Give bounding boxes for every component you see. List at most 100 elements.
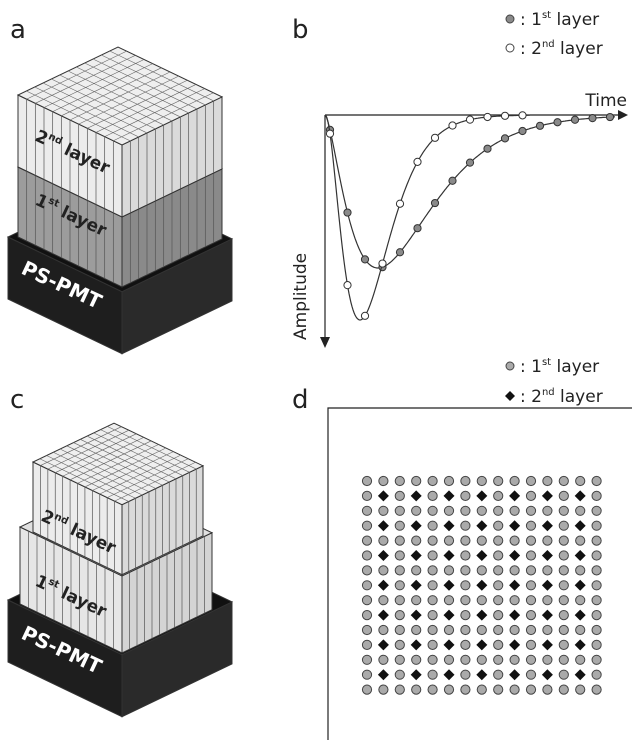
first-layer-spot [591, 624, 602, 636]
arrow [320, 337, 330, 348]
second-layer-spot [541, 520, 553, 532]
first-layer-spot [361, 475, 373, 487]
sup: st [46, 195, 61, 210]
second-layer-spot [509, 550, 521, 561]
y-axis-label: Amplitude [291, 253, 311, 340]
first-layer-spot [493, 580, 504, 591]
first-layer-spot [509, 595, 520, 606]
first-layer-spot [591, 654, 602, 665]
first-layer-spot [525, 520, 537, 531]
first-layer-spot [558, 639, 569, 651]
x-axis-label: Time [584, 91, 627, 111]
second-layer-spot [443, 669, 455, 681]
first-layer-spot [394, 624, 405, 636]
prefix: : 2 [520, 387, 542, 407]
second-layer-spot [509, 490, 521, 502]
second-layer-spot [476, 550, 488, 561]
grid-line [107, 426, 197, 470]
first-layer-spot [378, 535, 389, 546]
first-layer-spot [542, 565, 553, 576]
sample-point [343, 208, 352, 217]
first-layer-spot [591, 669, 602, 680]
second-layer-spot [541, 490, 553, 502]
first-layer-spot [591, 505, 602, 516]
second-layer-spot [509, 579, 521, 591]
first-layer-spot [411, 684, 422, 695]
first-layer-spot [361, 669, 373, 680]
sample-point [553, 118, 562, 127]
first-layer-spot [525, 475, 537, 487]
first-layer-spot [493, 550, 504, 561]
first-layer-spot [427, 565, 438, 576]
first-layer-spot [509, 624, 520, 636]
first-layer-spot [558, 595, 569, 606]
first-layer-spot [575, 505, 586, 516]
panel-label: c [10, 385, 24, 415]
second-layer-spot [509, 520, 521, 532]
first-layer-spot [476, 624, 487, 636]
first-layer-spot [361, 684, 373, 695]
sample-point [483, 144, 492, 153]
first-layer-spot [394, 595, 405, 606]
first-layer-spot [460, 475, 471, 487]
second-layer-spot [410, 550, 422, 561]
first-layer-spot [411, 475, 422, 487]
sample-point [360, 311, 370, 320]
second-layer-spot [476, 669, 488, 681]
sup: nd [52, 511, 70, 527]
first-layer-spot [575, 565, 586, 576]
first-layer-spot [427, 624, 438, 636]
first-layer-spot [411, 624, 422, 636]
second-layer-spot [476, 520, 488, 532]
first-layer-spot [394, 490, 405, 501]
second-layer-spot [377, 550, 389, 561]
second-layer-spot [443, 520, 455, 532]
first-layer-spot [460, 639, 471, 651]
first-layer-spot [525, 654, 537, 665]
first-layer-spot [378, 505, 389, 516]
suffix: layer [551, 10, 599, 30]
flood-map-frame [327, 407, 632, 740]
signal-plot: Time Amplitude [291, 91, 628, 348]
legend-label: : 1st layer [520, 10, 599, 30]
first-layer-spot [460, 550, 471, 561]
first-layer-spot [509, 535, 520, 546]
legend-marker [505, 391, 515, 401]
second-layer-spot [377, 579, 389, 591]
blocks [6, 46, 234, 718]
first-layer-spot [558, 684, 569, 695]
first-layer-spot [558, 669, 569, 680]
first-layer-spot [476, 684, 487, 695]
first-layer-spot [476, 654, 487, 665]
sample-point [395, 199, 405, 208]
second-layer-spot [443, 639, 455, 651]
second-layer-spot [574, 550, 586, 561]
first-layer-spot [378, 565, 389, 576]
first-layer-spot [575, 654, 586, 665]
second-layer-spot [509, 609, 521, 621]
first-layer-spot [542, 624, 553, 636]
first-layer-spot [591, 475, 602, 487]
first-layer-spot [460, 505, 471, 516]
second-layer-spot [443, 490, 455, 502]
second-layer-spot [377, 639, 389, 651]
second-layer-spot [509, 669, 521, 681]
second-layer-spot [377, 490, 389, 502]
first-layer-spot [493, 490, 504, 501]
first-layer-spot [427, 684, 438, 695]
first-layer-spot [525, 580, 537, 591]
first-layer-spot [427, 610, 438, 621]
first-layer-spot [476, 535, 487, 546]
second-layer-spot [410, 579, 422, 591]
first-layer-spot [558, 654, 569, 665]
second-layer-spot [377, 520, 389, 532]
first-layer-spot [558, 610, 569, 621]
first-layer-spot [493, 669, 504, 680]
grid-line [113, 92, 214, 142]
first-layer-spot [361, 535, 373, 546]
first-layer-spot [493, 624, 504, 636]
sample-point [378, 259, 387, 268]
prism [31, 422, 205, 576]
first-layer-spot [394, 475, 405, 487]
first-layer-spot [427, 654, 438, 665]
